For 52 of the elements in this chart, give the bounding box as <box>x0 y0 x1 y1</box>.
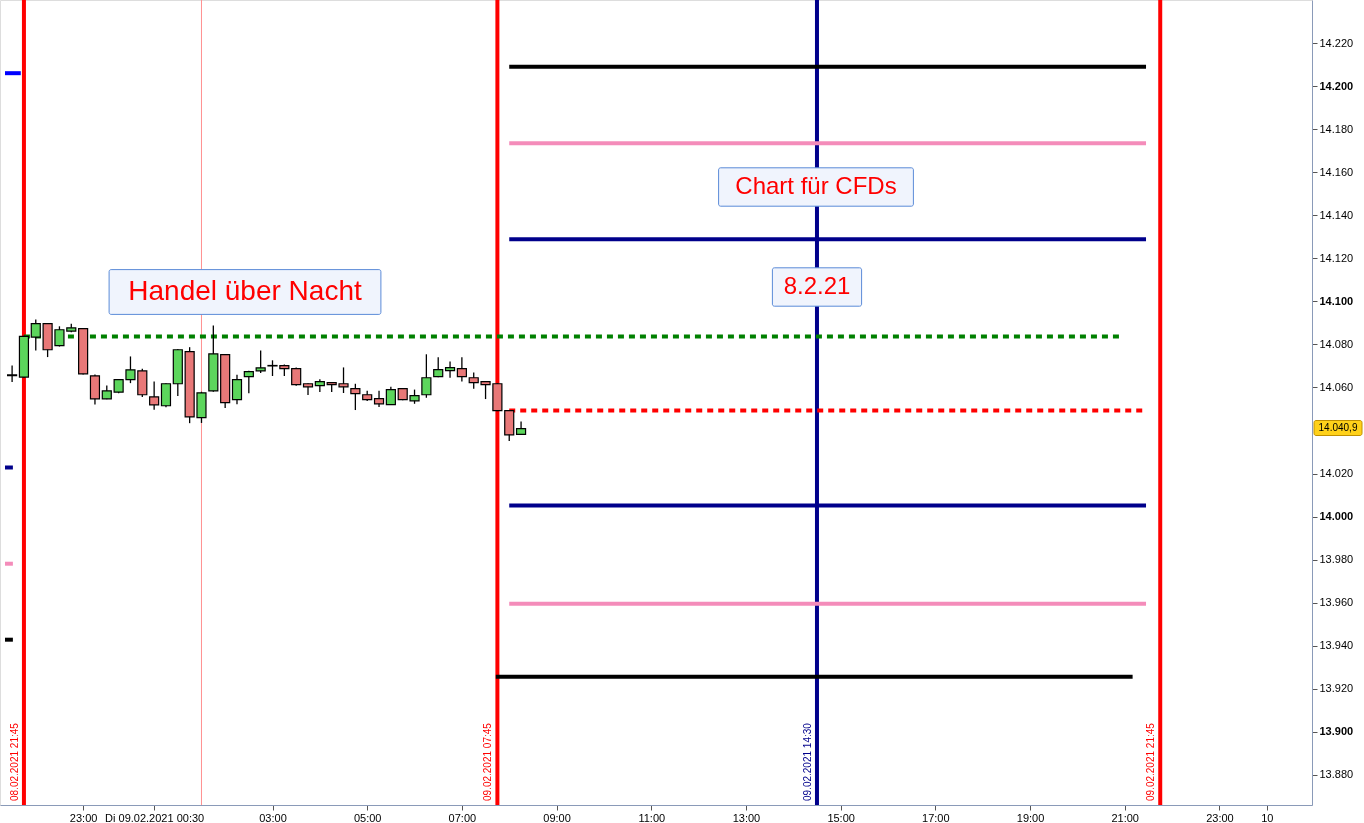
x-tick-label: 19:00 <box>1016 811 1045 823</box>
annotation: Chart für CFDs <box>735 172 897 199</box>
y-tick-label: 13.980 <box>1319 553 1354 566</box>
candlestick <box>302 382 314 396</box>
candlestick <box>421 353 432 399</box>
y-tick-label: 14.100 <box>1319 294 1354 307</box>
y-tick-label: 13.940 <box>1319 639 1354 652</box>
y-tick-label: 14.000 <box>1319 510 1354 523</box>
x-tick-label: 09:00 <box>543 811 571 823</box>
ref-line-label: 08.02.2021 21:45 <box>8 722 20 801</box>
x-tick-label: 17:00 <box>922 811 950 823</box>
annotation: 8.2.21 <box>783 272 851 299</box>
x-tick-label: 15:00 <box>827 811 855 823</box>
x-tick-label: 10 <box>1261 811 1274 823</box>
candlestick <box>160 382 172 408</box>
x-tick-label: 03:00 <box>259 811 287 823</box>
candlestick <box>149 380 160 411</box>
y-tick-label: 14.060 <box>1319 380 1354 393</box>
x-tick-label: 07:00 <box>448 811 477 823</box>
candlestick <box>231 374 243 405</box>
candlestick <box>255 349 266 374</box>
y-tick-label: 13.960 <box>1319 596 1354 609</box>
x-tick-label: 21:00 <box>1111 811 1139 823</box>
candlestick <box>444 360 456 379</box>
y-tick-label: 14.220 <box>1319 36 1354 49</box>
candlestick <box>7 364 18 383</box>
candlestick <box>350 383 361 411</box>
x-tick-label: 23:00 <box>1206 811 1234 823</box>
candlestick <box>291 366 302 387</box>
ref-line-label: 09.02.2021 07:45 <box>482 722 494 801</box>
x-tick-label: Di 09.02.2021 00:30 <box>105 811 205 823</box>
y-tick-label: 14.020 <box>1319 467 1354 480</box>
annotation: Handel über Nacht <box>128 275 362 306</box>
y-tick-label: 13.900 <box>1319 725 1354 738</box>
candlestick <box>373 390 385 408</box>
x-tick-label: 23:00 <box>69 811 98 823</box>
x-tick-label: 05:00 <box>353 811 382 823</box>
y-tick-label: 13.880 <box>1319 768 1354 781</box>
x-tick-label: 11:00 <box>638 811 666 823</box>
y-tick-label: 14.180 <box>1319 122 1354 135</box>
x-tick-label: 13:00 <box>732 811 761 823</box>
text: 14.040,9 <box>1318 422 1358 433</box>
y-tick-label: 14.200 <box>1319 79 1354 92</box>
y-tick-label: 13.920 <box>1319 682 1354 695</box>
candlestick <box>456 356 467 383</box>
candlestick <box>89 373 101 406</box>
y-tick-label: 14.160 <box>1319 165 1354 178</box>
ref-line-label: 09.02.2021 21:45 <box>1145 722 1157 801</box>
y-tick-label: 14.120 <box>1319 251 1354 264</box>
y-tick-label: 14.080 <box>1319 337 1354 350</box>
y-tick-label: 14.140 <box>1319 208 1354 221</box>
ref-line-label: 09.02.2021 14:30 <box>801 722 813 801</box>
